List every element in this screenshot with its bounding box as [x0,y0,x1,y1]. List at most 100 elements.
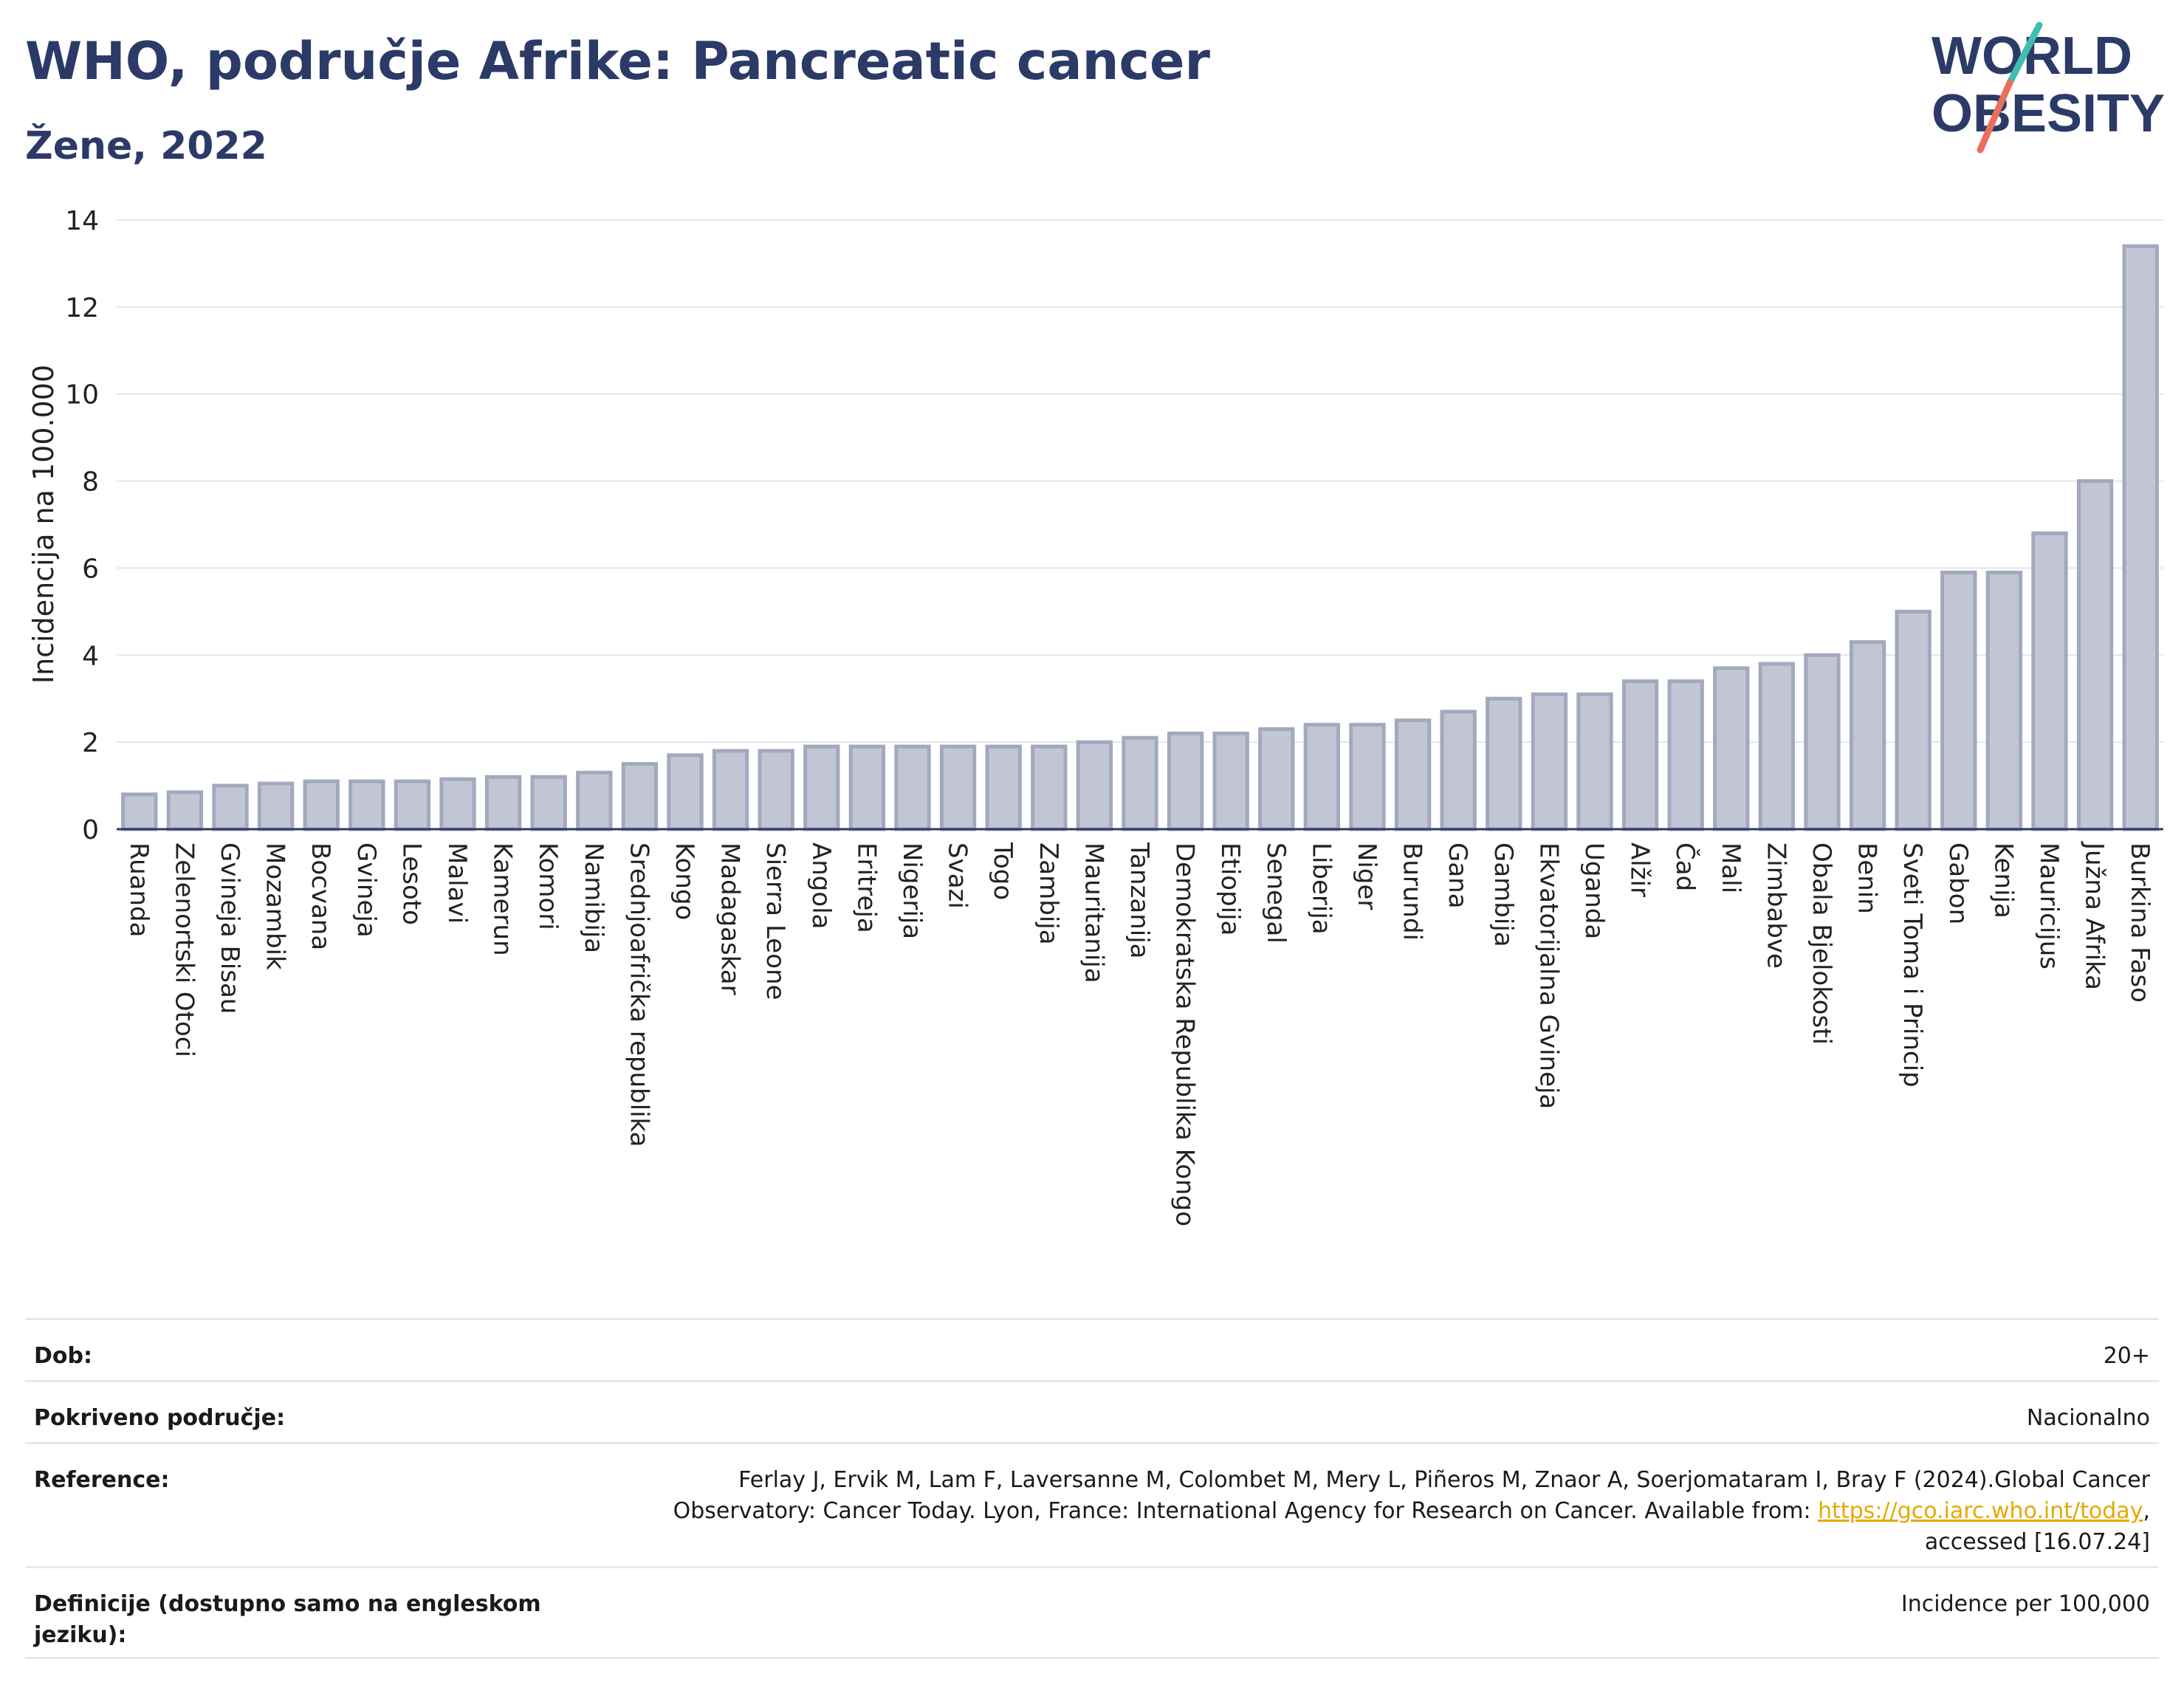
bar [1394,718,1432,831]
x-tick-label: Gana [1443,842,1472,909]
bar [257,781,295,831]
info-row-coverage: Pokriveno područje: Nacionalno [25,1380,2159,1442]
bar [1258,727,1295,831]
bar [121,792,158,831]
bar [1985,570,2023,831]
info-value-reference: Ferlay J, Ervik M, Lam F, Laversanne M, … [600,1465,2150,1558]
bar [1486,696,1522,831]
bar [212,783,249,831]
x-tick-label: Nigerija [897,842,927,939]
y-axis-label: Incidencija na 100.000 [27,365,60,684]
x-tick-labels: Ruanda Zelenortski Otoci Gvineja Bisau Moza… [124,841,2154,1226]
reference-link[interactable]: https://gco.iarc.who.int/today [1818,1498,2143,1524]
y-tick-labels: 0 2 4 6 8 10 12 14 [65,206,99,845]
x-tick-label: Benin [1852,842,1882,914]
x-tick-label: Namibija [579,842,608,953]
x-tick-label: Tanzanija [1124,842,1154,958]
logo-slash-teal [2006,21,2043,86]
x-tick-label: Ekvatorijalna Gvineja [1534,842,1563,1109]
y-tick-label: 6 [82,554,99,584]
x-tick-label: Senegal [1261,842,1291,944]
bar [303,779,340,831]
y-tick-label: 0 [82,815,99,845]
bar [394,779,431,831]
info-row-reference: Reference: Ferlay J, Ervik M, Lam F, Lav… [25,1442,2159,1566]
y-tick-label: 2 [82,728,99,758]
bar [667,753,704,831]
bar [1031,744,1068,831]
bar-chart: 0 2 4 6 8 10 12 14 Ruanda Zelenortski Otoci Gvine… [27,206,2163,1226]
x-tick-label: Gvineja Bisau [215,842,244,1014]
info-value-coverage: Nacionalno [2026,1405,2150,1431]
bar [166,790,204,831]
x-tick-label: Alžir [1625,842,1655,897]
bar [1303,723,1341,831]
logo-line2: OBESITY [1931,84,2165,143]
reference-accessed: , accessed [16.07.24] [1924,1498,2150,1555]
y-tick-label: 12 [65,293,99,323]
bar [439,777,476,831]
bar [803,744,840,831]
x-tick-label: Mauricijus [2034,842,2064,969]
x-tick-label: Uganda [1579,842,1609,939]
x-tick-label: Zimbabve [1761,842,1790,969]
info-table: Dob: 20+ Pokriveno područje: Nacionalno … [25,1318,2159,1659]
bar [576,770,613,831]
bar [1940,570,1977,831]
bar [2122,244,2159,831]
bar [1895,609,1931,831]
x-tick-label: Mauritanija [1079,842,1108,983]
bar [1531,692,1568,831]
world-obesity-logo: WORLD OBESITY [1931,21,2165,154]
logo-slash-coral [1977,79,2013,154]
x-tick-label: Malavi [442,842,472,924]
x-tick-label: Kenija [1988,842,2018,919]
bar [530,775,567,831]
info-row-age: Dob: 20+ [25,1318,2159,1380]
x-tick-label: Gabon [1943,842,1973,924]
bar [758,749,794,831]
x-tick-label: Gvineja [351,842,381,938]
x-tick-label: Bocvana [306,842,335,950]
bars [121,244,2159,831]
chart-title: WHO, područje Afrike: Pancreatic cancer [25,31,1210,92]
bar [939,744,977,831]
bar [1758,662,1796,831]
x-tick-label: Kongo [670,842,699,920]
info-label-age: Dob: [34,1343,92,1369]
y-tick-label: 8 [82,467,99,498]
bar [894,744,931,831]
x-tick-label: Komori [533,842,563,930]
x-tick-label: Sveti Toma i Princip [1898,842,1927,1088]
bar [1713,666,1750,831]
bar [1849,640,1886,831]
x-tick-label: Burundi [1398,842,1427,941]
bar [712,749,749,831]
reference-text: Ferlay J, Ervik M, Lam F, Laversanne M, … [673,1467,2150,1524]
info-label-definitions: Definicije (dostupno samo na engleskom j… [34,1591,541,1648]
bar [1804,653,1841,831]
bar [1167,731,1204,831]
bar [985,744,1022,831]
chart-subtitle: Žene, 2022 [25,124,267,168]
bar [2076,479,2114,831]
x-tick-label: Mali [1716,842,1745,893]
bar [1621,679,1659,831]
x-tick-label: Ruanda [124,842,154,937]
bar [1576,692,1613,831]
y-tick-label: 4 [82,641,99,671]
x-tick-label: Srednjoafrička republika [624,842,653,1147]
x-tick-label: Angola [806,842,836,929]
x-tick-label: Gambija [1488,842,1518,947]
info-label-reference: Reference: [34,1467,170,1493]
x-tick-label: Demokratska Republika Kongo [1170,842,1200,1226]
bar [848,744,886,831]
bar [1122,735,1158,831]
x-tick-label: Sierra Leone [760,842,790,1000]
x-tick-label: Čad [1670,842,1700,891]
bar [1349,723,1386,831]
x-tick-label: Svazi [943,842,972,909]
x-tick-label: Južna Afrika [2080,841,2109,990]
info-row-definitions: Definicije (dostupno samo na engleskom j… [25,1566,2159,1659]
info-label-coverage: Pokriveno područje: [34,1405,286,1431]
